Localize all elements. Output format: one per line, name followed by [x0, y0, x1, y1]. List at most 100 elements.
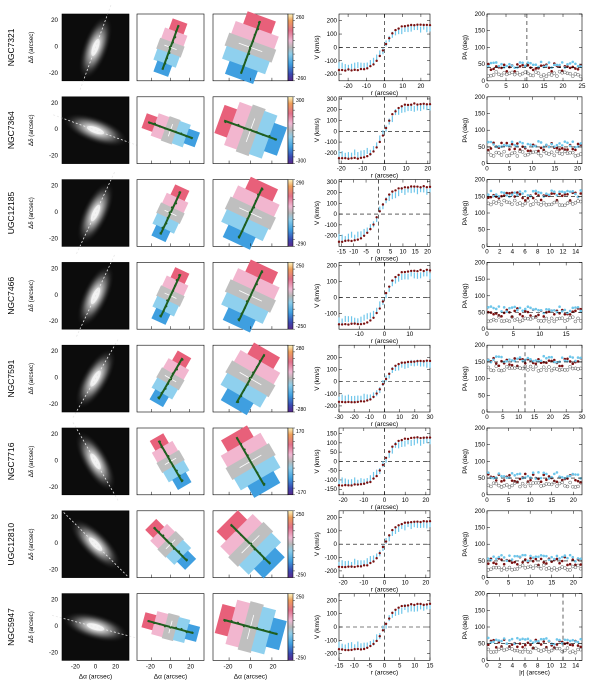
red-pa-point	[513, 195, 517, 198]
blue-pa-point	[571, 356, 575, 359]
x-tick-label: -20	[339, 580, 349, 587]
x-tick-label: 0	[377, 248, 381, 255]
y-tick-label: 100	[475, 458, 486, 465]
red-pa-point	[563, 193, 567, 196]
x-tick-label: 0	[485, 331, 489, 338]
red-pa-point	[534, 362, 538, 366]
blue-pa-point	[568, 355, 572, 358]
open-pa-point	[549, 150, 554, 155]
red-velocity-point	[362, 234, 366, 237]
red-pa-point	[489, 68, 493, 72]
open-pa-point	[502, 566, 506, 570]
open-pa-point	[560, 367, 564, 372]
pa-radius-axis-label: |r| (arcsec)	[519, 669, 550, 676]
trace-point	[237, 235, 240, 238]
x-tick-label: 15	[427, 662, 434, 669]
open-pa-point	[518, 201, 522, 205]
x-tick-label: 20	[547, 414, 554, 421]
red-velocity-point	[425, 603, 429, 606]
y-tick-label: 0	[482, 326, 486, 333]
red-velocity-point	[347, 484, 350, 487]
dec-tick-label: 20	[51, 597, 58, 604]
red-pa-point	[576, 360, 580, 363]
colorbar-min-label: -290	[296, 241, 306, 247]
open-pa-point	[541, 200, 546, 205]
red-velocity-point	[375, 59, 378, 63]
dec-tick-label: -20	[49, 153, 59, 160]
red-velocity-point	[356, 483, 360, 486]
red-pa-point	[539, 198, 543, 202]
open-pa-point	[528, 73, 533, 77]
x-tick-label: 5	[507, 497, 511, 504]
trace-point	[181, 554, 184, 558]
red-pa-point	[500, 141, 503, 145]
open-pa-point	[547, 566, 551, 570]
x-tick-label: 6	[523, 248, 527, 255]
ra-tick-label: 20	[112, 663, 119, 670]
blue-pa-point	[489, 305, 493, 308]
open-pa-point	[486, 150, 491, 155]
velocity-axis-label: V (km/s)	[314, 201, 321, 225]
blue-pa-point	[547, 355, 551, 359]
blue-pa-point	[529, 639, 532, 643]
red-pa-point	[545, 562, 548, 565]
trace-point	[242, 389, 246, 392]
colorbar-scale	[287, 510, 294, 578]
trace-point	[169, 542, 173, 545]
open-pa-point	[523, 316, 528, 321]
x-tick-label: 20	[570, 580, 577, 587]
x-tick-label: -10	[359, 580, 369, 587]
open-pa-point	[560, 203, 564, 207]
red-pa-point	[523, 199, 527, 202]
x-tick-label: 20	[422, 497, 429, 504]
trace-point	[174, 30, 178, 33]
dec-tick-label: -20	[49, 70, 59, 77]
velocity-axis-label: V (km/s)	[314, 366, 321, 390]
red-pa-point	[513, 69, 517, 73]
trace-point	[164, 62, 167, 65]
blue-pa-point	[487, 636, 490, 640]
open-pa-point	[576, 563, 580, 568]
open-pa-point	[526, 152, 530, 157]
galaxy-name: NGC5947	[6, 608, 16, 646]
red-pa-point	[579, 645, 582, 649]
x-tick-label: 8	[536, 248, 540, 255]
blue-pa-point	[487, 306, 490, 309]
x-tick-label: 2	[498, 248, 502, 255]
y-tick-label: 200	[475, 591, 486, 598]
blue-pa-point	[539, 141, 543, 144]
open-pa-point	[539, 368, 543, 372]
blue-pa-point	[529, 143, 532, 147]
red-velocity-point	[413, 23, 416, 27]
red-velocity-point	[369, 227, 372, 231]
blue-pa-point	[568, 309, 572, 313]
red-pa-point	[505, 308, 509, 312]
blue-pa-point	[492, 476, 495, 480]
open-pa-point	[526, 368, 530, 372]
radius-axis-label: r (arcsec)	[371, 90, 398, 97]
x-tick-label: 10	[400, 248, 407, 255]
trace-point	[178, 274, 181, 277]
pa-axis-label: PA (deg)	[462, 449, 469, 474]
y-tick-label: 150	[475, 359, 486, 366]
y-tick-label: 0	[334, 294, 338, 301]
red-velocity-point	[428, 23, 432, 27]
ra-tick-label: 0	[94, 663, 98, 670]
blue-pa-point	[539, 553, 543, 557]
blue-pa-point	[566, 475, 569, 478]
colorbar-min-label: -300	[296, 159, 306, 165]
open-pa-point	[510, 647, 514, 651]
open-pa-point	[565, 484, 570, 489]
open-pa-point	[541, 483, 546, 488]
open-pa-point	[502, 70, 506, 75]
red-velocity-point	[428, 359, 432, 363]
y-tick-label: 100	[475, 541, 486, 548]
red-velocity-point	[356, 565, 360, 568]
open-pa-point	[547, 365, 551, 369]
x-tick-label: 5	[508, 166, 512, 173]
red-pa-point	[542, 473, 546, 477]
blue-pa-point	[494, 557, 498, 561]
